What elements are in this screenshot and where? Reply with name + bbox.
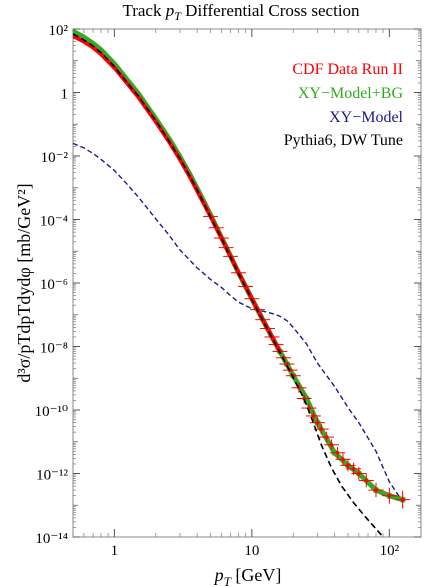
- x-tick-label: 10²: [380, 543, 400, 559]
- plot-area: [73, 29, 411, 537]
- series-cdf-data-point: [357, 471, 361, 476]
- series-cdf-data-point: [364, 478, 369, 483]
- x-axis-label: pT [GeV]: [213, 565, 282, 587]
- series-cdf-data-point: [319, 427, 324, 431]
- legend-entry: CDF Data Run II: [292, 61, 403, 78]
- series-group: [73, 29, 411, 537]
- series-cdf-data-point: [341, 457, 345, 462]
- y-tick-label: 10⁻¹⁰: [35, 404, 68, 420]
- y-tick-label: 10⁻¹⁴: [35, 531, 68, 547]
- series-cdf-data-point: [285, 362, 289, 366]
- axes: 10⁻¹⁴ 10⁻¹² 10⁻¹⁰ 10⁻⁸ 10⁻⁶ 10⁻⁴ 10⁻² 1 10² 1 10 10…: [35, 23, 421, 559]
- x-tick-label: 1: [111, 543, 119, 559]
- series-cdf-data-point: [400, 497, 405, 502]
- series-cdf-data-point: [324, 435, 329, 439]
- legend-entry: XY−Model+BG: [298, 85, 404, 102]
- y-tick-label: 10⁻⁸: [40, 341, 68, 357]
- y-tick-label: 10⁻¹²: [36, 468, 68, 484]
- series-cdf-data-point: [311, 414, 316, 418]
- y-tick-label: 10²: [49, 23, 69, 39]
- legend: CDF Data Run II XY−Model+BG XY−Model Pythia…: [284, 61, 404, 149]
- legend-entry: XY−Model: [329, 109, 403, 126]
- y-tick-label: 10⁻⁴: [40, 214, 68, 230]
- series-cdf-data-point: [346, 463, 350, 468]
- series-cdf-data-point: [374, 488, 378, 492]
- series-cdf-data-point: [351, 467, 356, 471]
- y-tick-label: 10⁻⁶: [40, 277, 68, 293]
- x-tick-label: 10: [244, 543, 259, 559]
- series-cdf-data-point: [315, 420, 320, 425]
- series-xy-model-line: [73, 142, 404, 503]
- y-tick-label: 1: [61, 87, 69, 103]
- series-cdf-data-point: [329, 443, 334, 447]
- series-pythia-line: [73, 33, 385, 537]
- series-cdf-data-point: [335, 450, 340, 455]
- legend-entry: Pythia6, DW Tune: [284, 132, 403, 149]
- chart-title: Track pT Differential Cross section: [122, 1, 360, 23]
- y-axis-label: d³σ/pTdpTdydφ [mb/GeV²]: [14, 183, 34, 382]
- y-tick-label: 10⁻²: [41, 150, 69, 166]
- series-cdf-data-point: [387, 493, 392, 498]
